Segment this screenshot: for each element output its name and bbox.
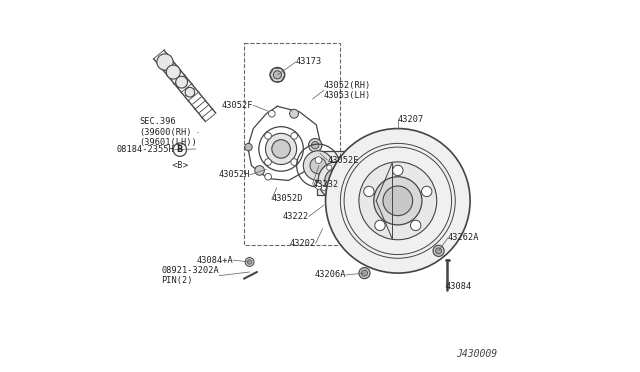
Text: 43052H: 43052H bbox=[218, 170, 250, 179]
Circle shape bbox=[321, 185, 326, 190]
Circle shape bbox=[157, 54, 173, 70]
Circle shape bbox=[315, 157, 322, 163]
Circle shape bbox=[436, 248, 442, 254]
Text: 43262A: 43262A bbox=[448, 233, 479, 243]
Circle shape bbox=[310, 157, 326, 174]
Circle shape bbox=[269, 110, 275, 117]
Circle shape bbox=[362, 270, 367, 276]
Circle shape bbox=[270, 67, 285, 82]
Text: J430009: J430009 bbox=[456, 349, 497, 359]
Text: <B>: <B> bbox=[171, 161, 189, 170]
Text: 43084+A: 43084+A bbox=[196, 256, 233, 264]
Circle shape bbox=[185, 87, 195, 97]
Text: 43052E: 43052E bbox=[328, 155, 359, 164]
Circle shape bbox=[342, 191, 347, 196]
Text: 43202: 43202 bbox=[289, 239, 316, 248]
Circle shape bbox=[308, 138, 322, 152]
Circle shape bbox=[290, 109, 298, 118]
Circle shape bbox=[291, 132, 298, 139]
Circle shape bbox=[273, 71, 282, 79]
Circle shape bbox=[359, 267, 370, 279]
Text: 08184-2355H: 08184-2355H bbox=[117, 145, 175, 154]
Circle shape bbox=[374, 177, 422, 225]
Circle shape bbox=[347, 170, 352, 176]
Circle shape bbox=[325, 169, 349, 192]
Circle shape bbox=[176, 76, 188, 88]
Text: B: B bbox=[177, 145, 183, 154]
Circle shape bbox=[245, 257, 254, 266]
Circle shape bbox=[312, 141, 319, 149]
Circle shape bbox=[364, 186, 374, 197]
Text: SEC.396
(39600(RH)
(39601(LH)): SEC.396 (39600(RH) (39601(LH)) bbox=[140, 117, 197, 147]
Text: 08921-3202A
PIN(2): 08921-3202A PIN(2) bbox=[161, 266, 219, 285]
Text: 43052F: 43052F bbox=[222, 101, 253, 110]
Circle shape bbox=[433, 245, 444, 256]
Circle shape bbox=[318, 162, 355, 199]
Circle shape bbox=[265, 132, 271, 139]
Text: 43052D: 43052D bbox=[272, 195, 303, 203]
Circle shape bbox=[326, 129, 470, 273]
Text: 43232: 43232 bbox=[312, 180, 339, 189]
Circle shape bbox=[392, 165, 403, 176]
Circle shape bbox=[265, 159, 271, 166]
Circle shape bbox=[272, 140, 291, 158]
Text: 43206A: 43206A bbox=[314, 270, 346, 279]
Circle shape bbox=[265, 173, 271, 180]
Circle shape bbox=[248, 260, 252, 264]
Circle shape bbox=[344, 157, 351, 163]
Circle shape bbox=[291, 159, 298, 166]
Circle shape bbox=[383, 186, 413, 216]
Text: 43173: 43173 bbox=[296, 57, 322, 66]
Text: 43222: 43222 bbox=[283, 212, 309, 221]
Circle shape bbox=[359, 162, 436, 240]
Text: 43084: 43084 bbox=[446, 282, 472, 291]
Circle shape bbox=[166, 65, 180, 79]
Circle shape bbox=[266, 134, 297, 164]
Bar bbox=[317, 151, 349, 195]
Circle shape bbox=[315, 183, 322, 189]
Circle shape bbox=[410, 220, 421, 231]
Circle shape bbox=[375, 220, 385, 231]
Circle shape bbox=[344, 183, 351, 189]
Circle shape bbox=[326, 165, 332, 170]
Text: 43052(RH)
43053(LH): 43052(RH) 43053(LH) bbox=[324, 81, 371, 100]
Circle shape bbox=[350, 161, 359, 170]
Circle shape bbox=[255, 166, 264, 175]
Circle shape bbox=[303, 151, 333, 180]
Circle shape bbox=[422, 186, 432, 197]
Text: 43207: 43207 bbox=[398, 115, 424, 124]
Circle shape bbox=[244, 143, 252, 151]
